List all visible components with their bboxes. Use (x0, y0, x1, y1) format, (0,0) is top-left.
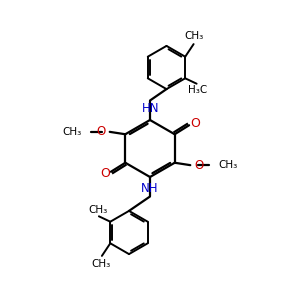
Text: CH₃: CH₃ (92, 259, 111, 269)
Text: NH: NH (141, 182, 158, 195)
Text: O: O (190, 117, 200, 130)
Text: H₃C: H₃C (188, 85, 207, 95)
Text: CH₃: CH₃ (184, 31, 204, 41)
Text: HN: HN (142, 102, 159, 115)
Text: CH₃: CH₃ (89, 205, 108, 215)
Text: O: O (100, 167, 110, 180)
Text: O: O (194, 159, 203, 172)
Text: CH₃: CH₃ (62, 127, 82, 137)
Text: O: O (97, 125, 106, 138)
Text: CH₃: CH₃ (218, 160, 238, 170)
